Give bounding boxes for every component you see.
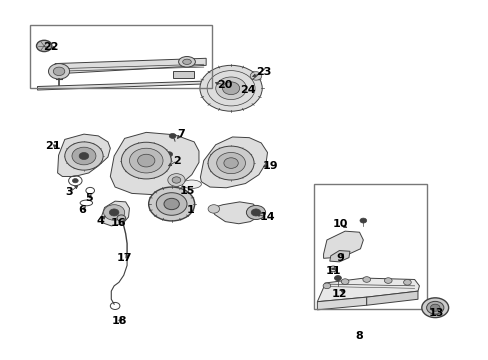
Circle shape (341, 279, 348, 284)
Circle shape (216, 153, 245, 174)
Circle shape (208, 146, 254, 180)
Text: 17: 17 (117, 253, 132, 263)
Ellipse shape (183, 59, 191, 64)
Circle shape (37, 40, 52, 51)
Text: 23: 23 (255, 67, 271, 77)
Polygon shape (329, 251, 349, 262)
Circle shape (429, 304, 439, 311)
Circle shape (246, 206, 265, 220)
Circle shape (208, 205, 219, 213)
Text: 2: 2 (173, 156, 181, 166)
Polygon shape (50, 58, 206, 74)
Polygon shape (317, 278, 419, 302)
Circle shape (384, 278, 391, 283)
Text: 12: 12 (331, 289, 346, 298)
Circle shape (64, 142, 103, 170)
Circle shape (421, 298, 447, 318)
Text: 4: 4 (97, 216, 104, 226)
Polygon shape (101, 201, 129, 226)
Circle shape (109, 209, 119, 216)
Text: 14: 14 (259, 212, 275, 222)
Circle shape (137, 154, 155, 167)
Text: 22: 22 (42, 42, 58, 51)
Text: 16: 16 (111, 218, 126, 228)
Circle shape (163, 198, 179, 210)
Ellipse shape (182, 180, 201, 189)
Circle shape (224, 158, 238, 168)
Text: 6: 6 (79, 205, 86, 215)
Circle shape (215, 77, 246, 100)
Text: 9: 9 (336, 253, 344, 262)
Ellipse shape (178, 57, 195, 67)
Circle shape (148, 187, 194, 221)
Text: 11: 11 (325, 266, 340, 276)
Text: 21: 21 (45, 141, 61, 152)
Circle shape (79, 153, 89, 159)
Text: 7: 7 (177, 129, 185, 139)
Polygon shape (110, 132, 199, 195)
Bar (313, 184, 426, 309)
Text: 19: 19 (263, 161, 278, 171)
Circle shape (359, 218, 366, 223)
Bar (172, 71, 194, 78)
Text: 13: 13 (427, 309, 443, 318)
Text: 18: 18 (112, 316, 127, 326)
Circle shape (426, 301, 443, 314)
Circle shape (117, 215, 125, 221)
Circle shape (129, 148, 163, 173)
Circle shape (172, 177, 181, 183)
Circle shape (222, 82, 239, 95)
Polygon shape (366, 291, 417, 305)
Text: 10: 10 (332, 219, 347, 229)
Circle shape (362, 277, 370, 282)
Circle shape (169, 134, 176, 138)
Circle shape (72, 147, 96, 165)
Polygon shape (323, 231, 363, 258)
Circle shape (48, 64, 69, 79)
Text: 3: 3 (66, 187, 73, 197)
Polygon shape (317, 297, 366, 310)
Text: 5: 5 (85, 193, 92, 203)
Polygon shape (200, 137, 267, 188)
Circle shape (331, 268, 334, 270)
Text: 1: 1 (186, 205, 194, 215)
Circle shape (403, 279, 410, 285)
Text: 20: 20 (216, 80, 232, 90)
Bar (30, 26, 211, 88)
Circle shape (250, 72, 261, 80)
Polygon shape (58, 134, 110, 176)
Circle shape (103, 205, 124, 220)
Polygon shape (38, 81, 203, 90)
Circle shape (156, 193, 186, 215)
Text: 24: 24 (240, 85, 255, 95)
Circle shape (334, 276, 341, 280)
Text: 15: 15 (179, 186, 194, 196)
Circle shape (165, 152, 172, 157)
Text: 8: 8 (355, 331, 363, 341)
Circle shape (323, 283, 330, 289)
Circle shape (72, 179, 78, 183)
Circle shape (251, 209, 260, 216)
Polygon shape (210, 202, 258, 224)
Circle shape (167, 174, 184, 186)
Circle shape (53, 67, 65, 76)
Circle shape (121, 142, 171, 179)
Circle shape (200, 65, 262, 111)
